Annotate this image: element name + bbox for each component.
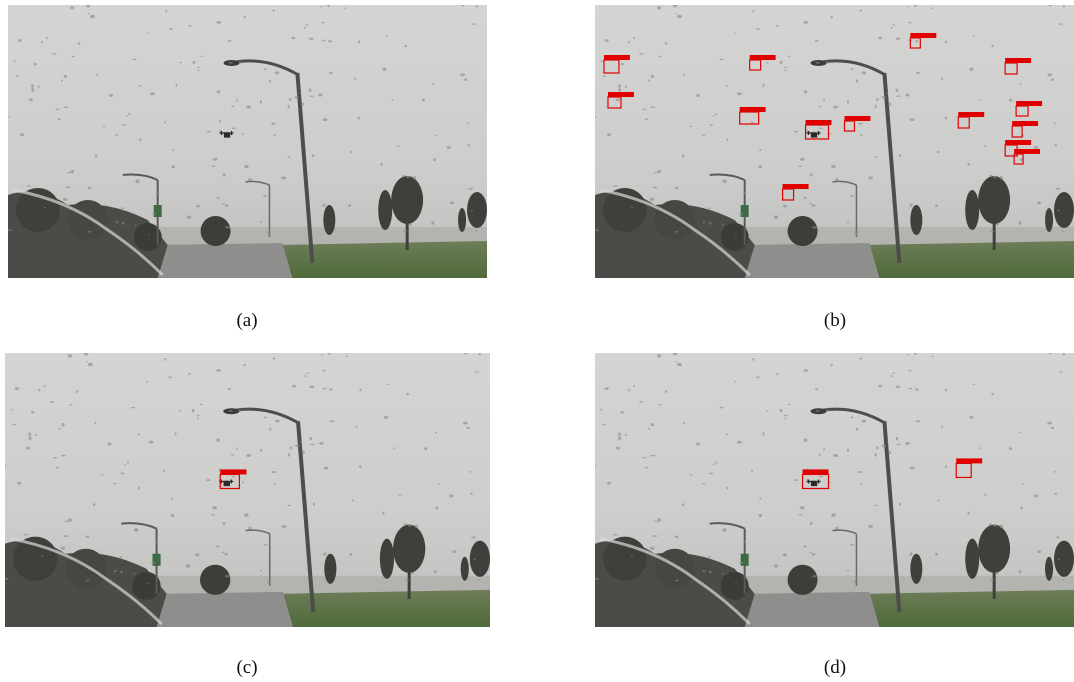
figure: (a)(b)(c)(d) (() => { const data = JSON.… (0, 0, 1074, 682)
caption: (a) (207, 310, 287, 332)
photo (595, 5, 1074, 278)
photo (595, 353, 1074, 627)
photo (8, 5, 487, 278)
caption: (c) (207, 657, 287, 679)
photo (5, 353, 490, 627)
caption: (d) (795, 657, 875, 679)
caption: (b) (795, 310, 875, 332)
